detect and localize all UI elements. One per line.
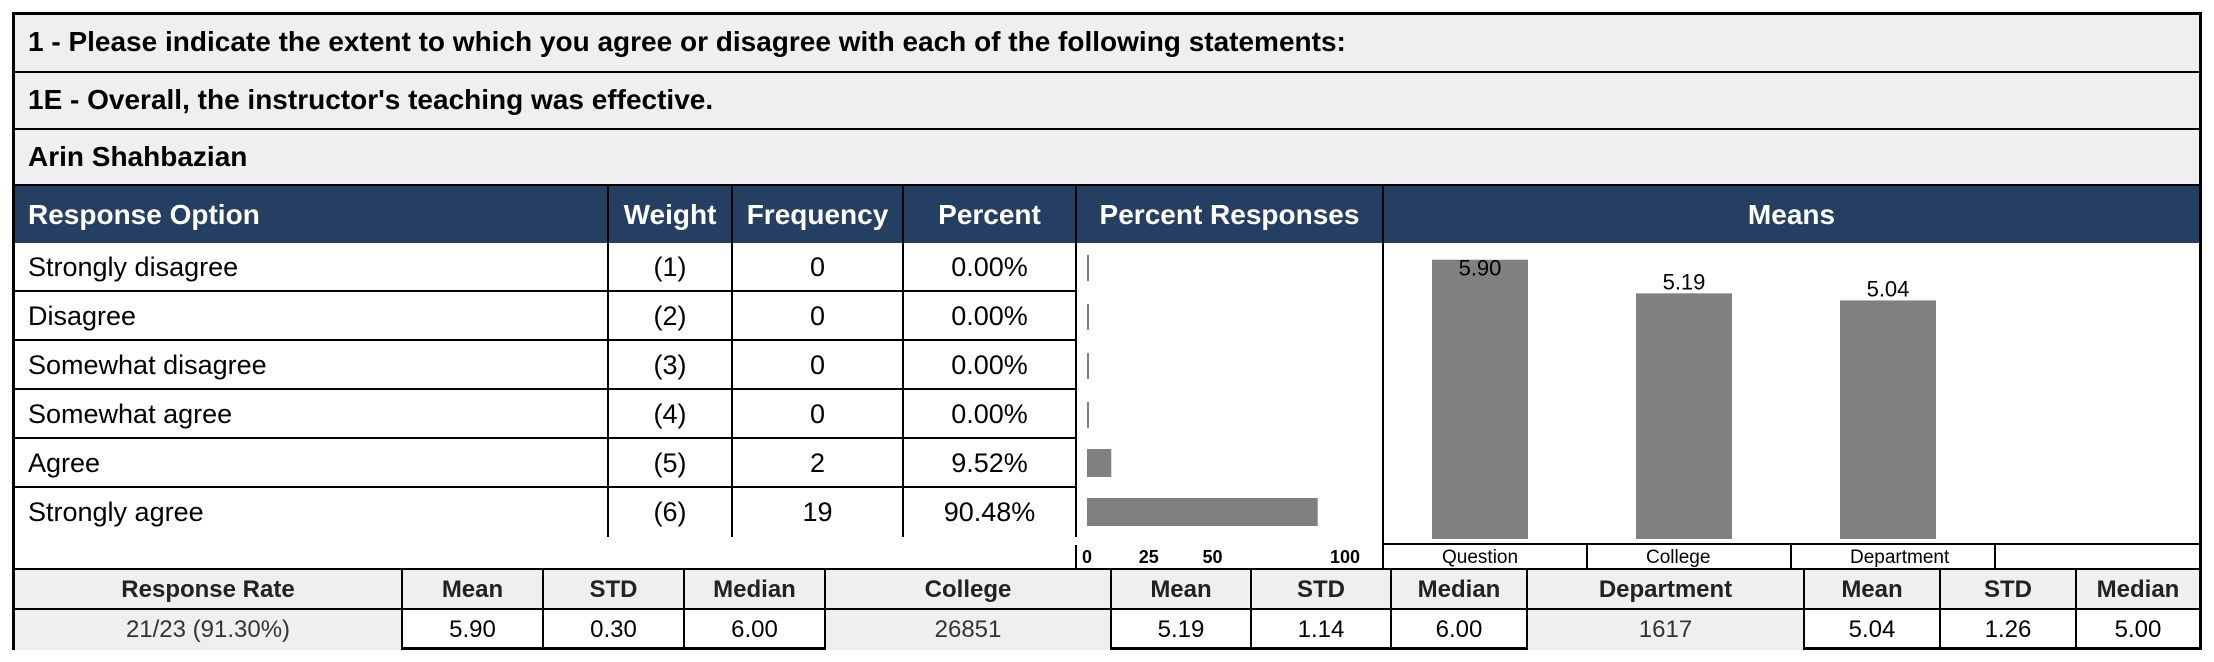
evaluation-report: 1 - Please indicate the extent to which …	[12, 12, 2202, 650]
x-tick-label: 100	[1330, 547, 1360, 567]
subquestion-title: 1E - Overall, the instructor's teaching …	[15, 73, 2199, 130]
stat-value: 6.00	[685, 610, 826, 650]
stat-value: 1617	[1528, 610, 1805, 650]
row-frequency: 19	[733, 488, 904, 537]
row-percent: 9.52%	[904, 439, 1077, 488]
row-percent: 90.48%	[904, 488, 1077, 537]
header-means: Means	[1384, 186, 2199, 243]
stat-value: 6.00	[1392, 610, 1528, 650]
stat-header: Mean	[1112, 570, 1252, 610]
row-response-option: Strongly disagree	[15, 243, 609, 292]
stat-value: 21/23 (91.30%)	[15, 610, 403, 650]
stat-header: STD	[1941, 570, 2077, 610]
header-percent-responses: Percent Responses	[1077, 186, 1384, 243]
means-chart: 5.90 5.19 5.04	[1384, 243, 2199, 545]
percent-bar	[1087, 353, 1089, 379]
means-category-question: Question	[1384, 545, 1588, 570]
row-weight: (1)	[609, 243, 733, 292]
stat-header: Mean	[1805, 570, 1941, 610]
row-response-option: Somewhat agree	[15, 390, 609, 439]
header-weight: Weight	[609, 186, 733, 243]
row-weight: (2)	[609, 292, 733, 341]
row-frequency: 0	[733, 341, 904, 390]
stat-value: 26851	[826, 610, 1112, 650]
row-frequency: 0	[733, 390, 904, 439]
row-response-option: Disagree	[15, 292, 609, 341]
mean-value-label: 5.19	[1663, 269, 1706, 294]
percent-responses-svg: 0 25 50 100	[1082, 255, 1360, 567]
percent-responses-chart: 0 25 50 100	[1077, 243, 1384, 570]
row-response-option: Strongly agree	[15, 488, 609, 537]
row-percent: 0.00%	[904, 341, 1077, 390]
means-category-department: Department	[1792, 545, 1996, 570]
x-tick-label: 50	[1203, 547, 1223, 567]
mean-value-label: 5.04	[1867, 276, 1910, 301]
percent-bar	[1087, 402, 1089, 428]
row-response-option: Somewhat disagree	[15, 341, 609, 390]
stat-value: 5.04	[1805, 610, 1941, 650]
header-response-option: Response Option	[15, 186, 609, 243]
mean-bar	[1840, 300, 1936, 539]
stat-value: 0.30	[544, 610, 685, 650]
row-frequency: 0	[733, 243, 904, 292]
stat-value: 5.90	[403, 610, 544, 650]
row-percent: 0.00%	[904, 390, 1077, 439]
stat-header: Mean	[403, 570, 544, 610]
row-percent: 0.00%	[904, 292, 1077, 341]
percent-bar	[1087, 304, 1089, 330]
percent-bar	[1087, 449, 1112, 477]
stat-value: 5.19	[1112, 610, 1252, 650]
stat-value: 1.26	[1941, 610, 2077, 650]
row-frequency: 0	[733, 292, 904, 341]
axis-spacer	[15, 545, 1077, 570]
x-tick-label: 25	[1139, 547, 1159, 567]
row-percent: 0.00%	[904, 243, 1077, 292]
instructor-name: Arin Shahbazian	[15, 130, 2199, 186]
percent-bar	[1087, 498, 1318, 526]
mean-bar	[1636, 293, 1732, 539]
means-svg: 5.90 5.19 5.04	[1432, 256, 1936, 539]
stat-header: Response Rate	[15, 570, 403, 610]
mean-bar	[1432, 259, 1528, 539]
stat-header: STD	[1252, 570, 1392, 610]
stat-header: Median	[1392, 570, 1528, 610]
row-weight: (3)	[609, 341, 733, 390]
stat-value: 5.00	[2114, 616, 2162, 643]
question-title: 1 - Please indicate the extent to which …	[15, 15, 2199, 73]
row-response-option: Agree	[15, 439, 609, 488]
means-category-college: College	[1588, 545, 1792, 570]
stat-header: STD	[544, 570, 685, 610]
row-weight: (4)	[609, 390, 733, 439]
row-frequency: 2	[733, 439, 904, 488]
stat-value: 1.14	[1252, 610, 1392, 650]
x-tick-label: 0	[1082, 547, 1092, 567]
header-frequency: Frequency	[733, 186, 904, 243]
row-weight: (6)	[609, 488, 733, 537]
stat-header: Department	[1528, 570, 1805, 610]
divider	[15, 568, 2199, 570]
mean-value-label: 5.90	[1459, 256, 1502, 281]
stat-header: Median	[2077, 570, 2199, 610]
header-percent: Percent	[904, 186, 1077, 243]
stat-header: Median	[685, 570, 826, 610]
percent-bar	[1087, 255, 1089, 281]
row-weight: (5)	[609, 439, 733, 488]
stat-header: College	[826, 570, 1112, 610]
